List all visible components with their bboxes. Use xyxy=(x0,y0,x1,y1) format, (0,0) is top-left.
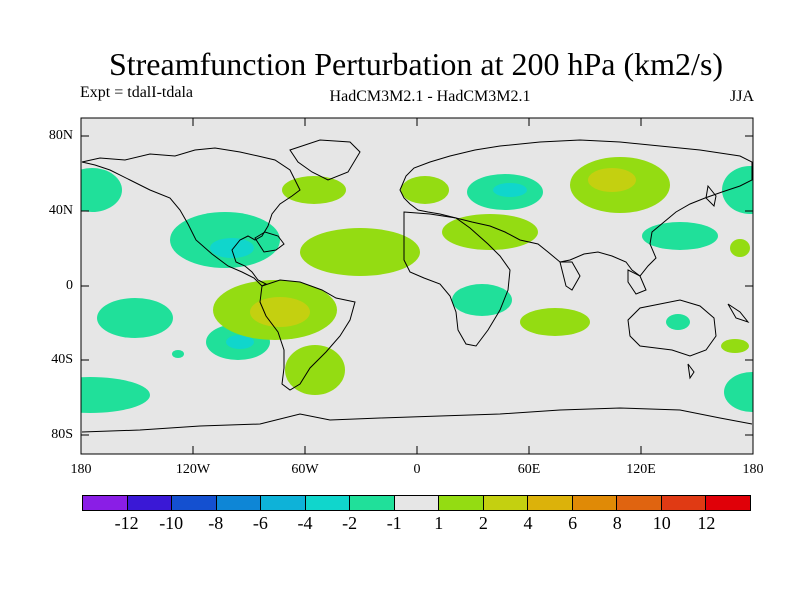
season-label: JJA xyxy=(729,88,754,105)
lon-label-60w: 60W xyxy=(291,462,319,477)
color-bar-label: 6 xyxy=(568,513,578,533)
color-bar-box xyxy=(483,496,529,510)
color-bar-box xyxy=(172,496,217,510)
coastlines xyxy=(81,139,753,433)
color-bar-box xyxy=(572,496,618,510)
map-title: Streamfunction Perturbation at 200 hPa (… xyxy=(108,46,724,82)
lon-label-180w: 180 xyxy=(70,462,92,477)
color-bar-label: -8 xyxy=(208,513,224,533)
lon-label-60e: 60E xyxy=(517,462,541,477)
color-bar-box xyxy=(528,496,573,510)
lat-label-0: 0 xyxy=(66,278,73,293)
color-bar-box xyxy=(706,496,750,510)
color-bar-box xyxy=(350,496,395,510)
color-bar-label: -6 xyxy=(252,513,268,533)
models-label: HadCM3M2.1 - HadCM3M2.1 xyxy=(329,88,531,105)
color-bar-label: -1 xyxy=(386,513,402,533)
color-bar xyxy=(82,495,751,511)
experiment-label: Expt = tdalI-tdala xyxy=(80,84,193,101)
color-bar-label: 12 xyxy=(697,513,716,533)
lat-label-80s: 80S xyxy=(51,427,73,442)
color-bar-label: -10 xyxy=(159,513,184,533)
shaded-field xyxy=(81,157,753,413)
color-bar-label: 10 xyxy=(652,513,671,533)
color-bar-label: 2 xyxy=(478,513,488,533)
color-bar-box xyxy=(394,496,440,510)
lon-label-120e: 120E xyxy=(626,462,656,477)
lat-label-40s: 40S xyxy=(51,352,73,367)
color-bar-box xyxy=(216,496,262,510)
lon-label-180e: 180 xyxy=(742,462,764,477)
axis-ticks xyxy=(81,118,753,454)
color-bar-box xyxy=(127,496,173,510)
lat-label-80n: 80N xyxy=(48,128,73,143)
lon-label-0: 0 xyxy=(413,462,421,477)
color-bar-label: -4 xyxy=(297,513,313,533)
lat-label-40n: 40N xyxy=(48,203,73,218)
color-bar-box xyxy=(83,496,128,510)
color-bar-label: -2 xyxy=(342,513,358,533)
color-bar-label: 8 xyxy=(612,513,622,533)
color-bar-box xyxy=(261,496,306,510)
color-bar-label: 4 xyxy=(523,513,533,533)
color-bar-box xyxy=(305,496,351,510)
color-bar-label: 1 xyxy=(434,513,444,533)
color-bar-box xyxy=(661,496,707,510)
color-bar-box xyxy=(439,496,484,510)
color-bar-box xyxy=(617,496,662,510)
lon-label-120w: 120W xyxy=(175,462,211,477)
color-bar-label: -12 xyxy=(114,513,139,533)
